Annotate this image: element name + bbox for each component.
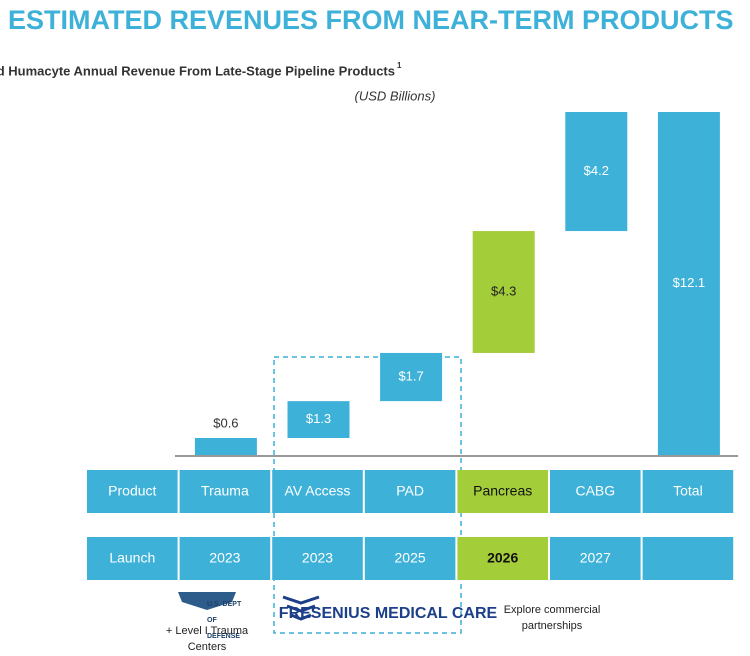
bar bbox=[657, 112, 720, 455]
table-cell bbox=[272, 537, 363, 580]
table-cell bbox=[457, 470, 548, 513]
table-cell bbox=[87, 470, 178, 513]
pancreas-note: Explore commercial partnerships bbox=[504, 604, 601, 632]
value-label: $12.1 bbox=[673, 275, 706, 290]
table-cell bbox=[272, 470, 363, 513]
table-cell bbox=[364, 470, 456, 513]
table-cell bbox=[457, 537, 548, 580]
table-cell bbox=[550, 537, 641, 580]
table-cell bbox=[642, 537, 734, 580]
table-text: Trauma bbox=[201, 483, 249, 499]
value-label: $1.3 bbox=[306, 411, 331, 426]
table-text: Total bbox=[673, 483, 703, 499]
table-text: Product bbox=[108, 483, 156, 499]
table-text: Pancreas bbox=[473, 483, 532, 499]
chart-title: ESTIMATED REVENUES FROM NEAR-TERM PRODUC… bbox=[8, 5, 734, 35]
dod-logo bbox=[178, 592, 236, 610]
table-cell bbox=[179, 470, 271, 513]
value-label: $4.3 bbox=[491, 283, 516, 298]
unit-label: (USD Billions) bbox=[355, 88, 436, 103]
table-cell bbox=[642, 470, 734, 513]
table-text: AV Access bbox=[285, 483, 351, 499]
table-cell bbox=[87, 537, 178, 580]
bar bbox=[194, 437, 257, 455]
value-label: $0.6 bbox=[213, 415, 238, 430]
table-text: 2027 bbox=[580, 550, 611, 566]
fresenius-text: FRESENIUS MEDICAL CARE bbox=[279, 605, 498, 622]
bar bbox=[287, 401, 350, 438]
table-cell bbox=[364, 537, 456, 580]
fresenius-logo bbox=[282, 595, 320, 621]
table-text: 2023 bbox=[302, 550, 333, 566]
table-text: 2025 bbox=[395, 550, 426, 566]
bar bbox=[565, 112, 628, 232]
dod-text: U.S. DEPT OF DEFENSE bbox=[207, 601, 242, 640]
value-label: $4.2 bbox=[584, 163, 609, 178]
table-text: 2026 bbox=[487, 550, 518, 566]
trauma-note: + Level I Trauma Centers bbox=[166, 625, 249, 653]
table-text: PAD bbox=[396, 483, 424, 499]
table-text: CABG bbox=[575, 483, 615, 499]
table-text: 2023 bbox=[209, 550, 240, 566]
value-label: $1.7 bbox=[398, 368, 423, 383]
table-cell bbox=[179, 537, 271, 580]
chart-subtitle: Projected Humacyte Annual Revenue From L… bbox=[0, 63, 395, 78]
table-text: Launch bbox=[109, 550, 155, 566]
bar bbox=[380, 352, 443, 402]
table-cell bbox=[550, 470, 641, 513]
bar bbox=[472, 231, 535, 353]
footnote-marker: 1 bbox=[397, 61, 402, 70]
